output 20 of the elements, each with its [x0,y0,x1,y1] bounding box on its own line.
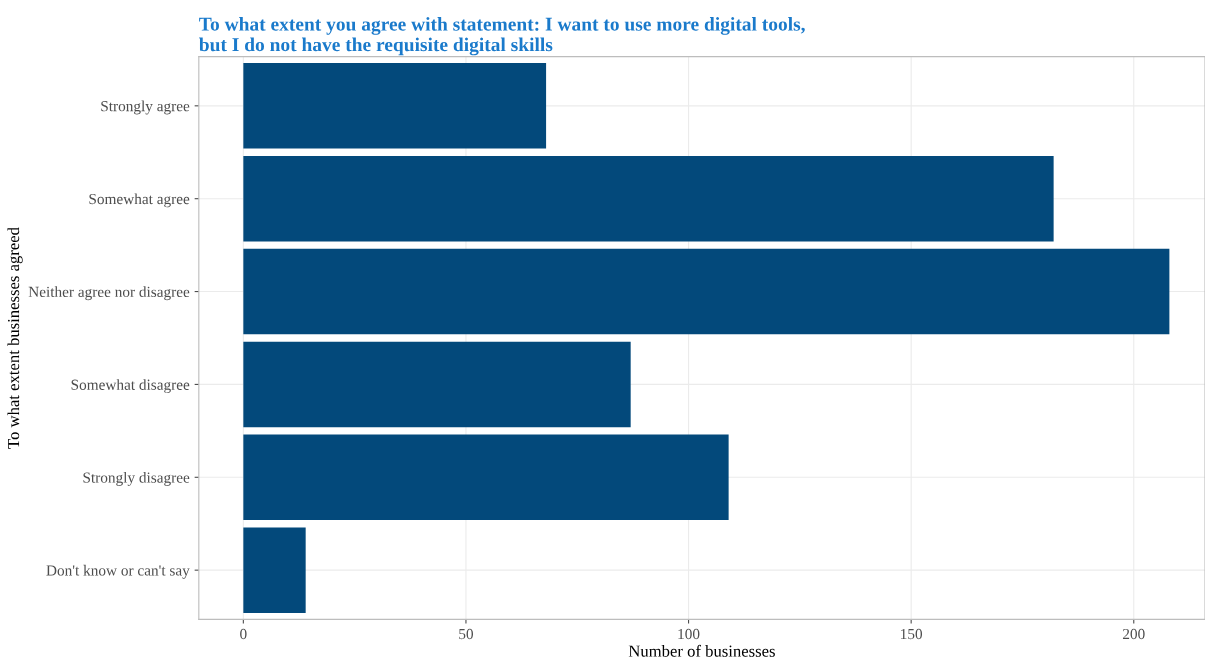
bar [243,155,1054,242]
bar [243,341,631,428]
bar [243,434,729,521]
x-axis-title: Number of businesses [628,644,775,657]
bar [243,248,1170,335]
bar [243,527,306,613]
y-tick-label: Neither agree nor disagree [28,286,190,301]
y-tick-label: Strongly agree [101,100,190,115]
y-tick-label: Strongly disagree [83,471,190,486]
bar [243,63,547,149]
x-tick-label: 150 [901,628,923,640]
y-tick-label: Somewhat agree [89,193,190,208]
y-axis-title: To what extent businesses agreed [7,227,23,449]
x-tick-label: 50 [459,628,474,640]
chart-title: To what extent you agree with statement: I want to use more digital tools, but I do not have the requisite digital skills [199,17,805,56]
y-tick-label: Don't know or can't say [46,564,190,579]
x-tick-label: 0 [240,628,247,640]
x-tick-label: 100 [678,628,700,640]
x-tick-label: 200 [1122,628,1145,640]
y-tick-label: Somewhat disagree [71,379,190,394]
